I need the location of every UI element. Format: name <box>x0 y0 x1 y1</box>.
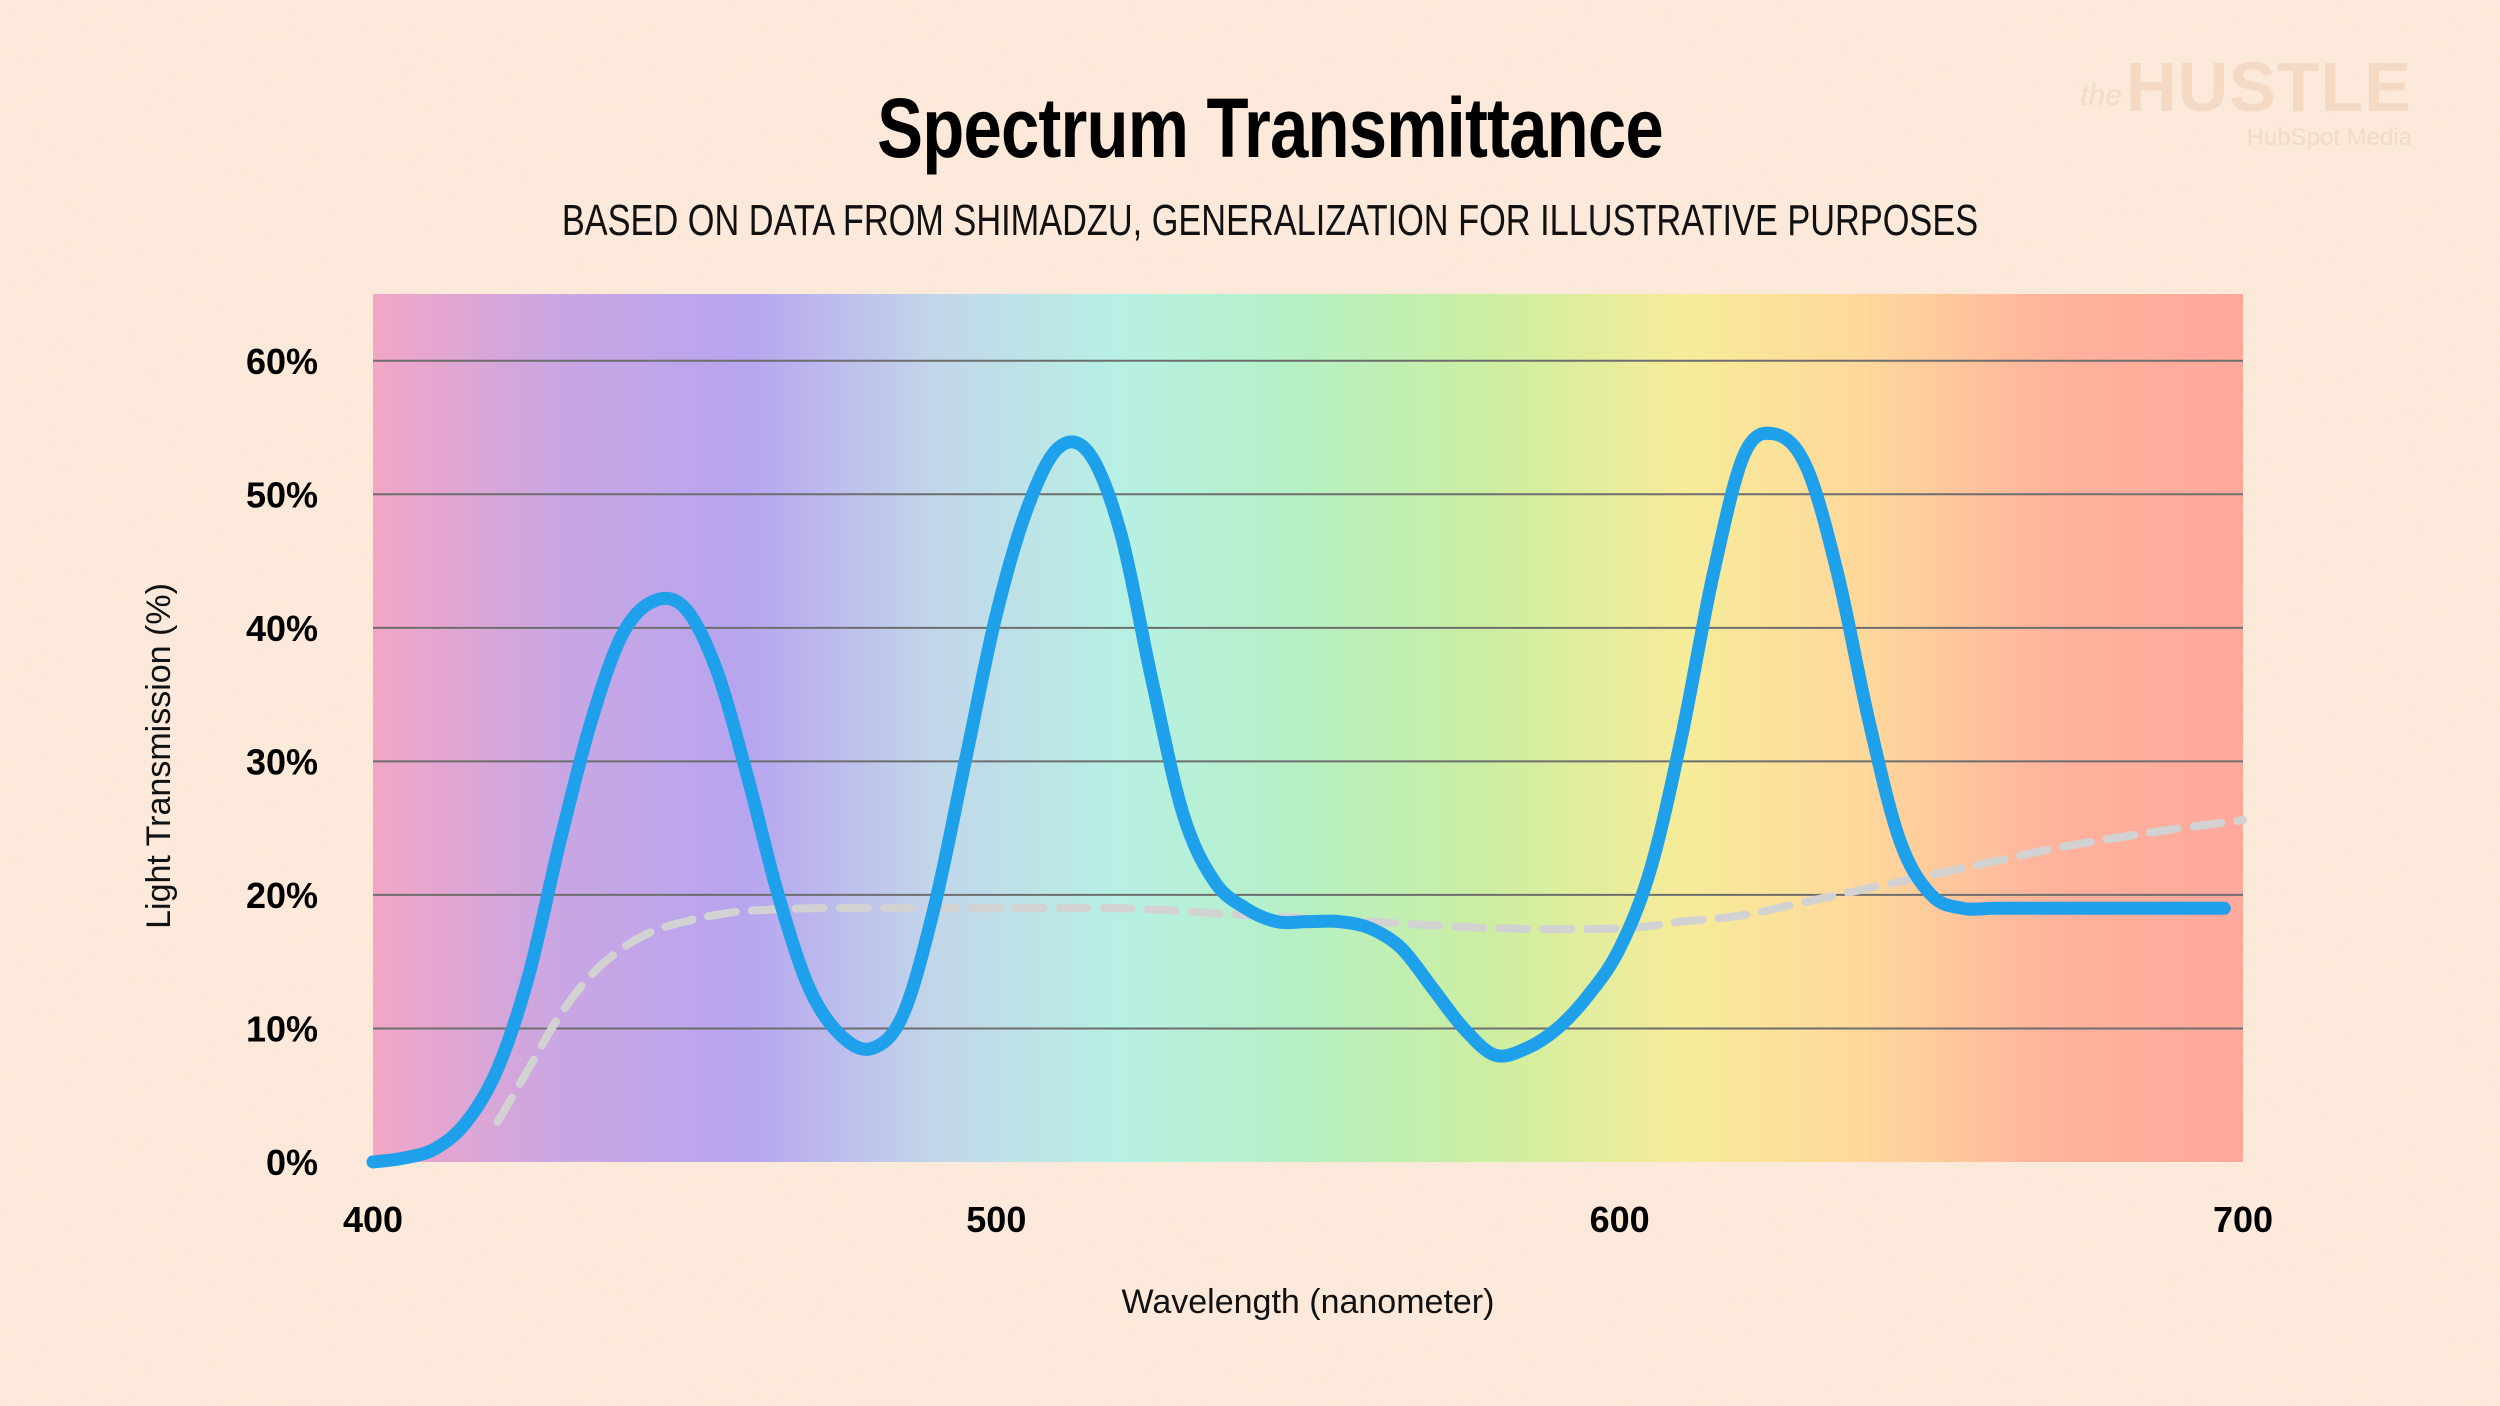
chart-subtitle: BASED ON DATA FROM SHIMADZU, GENERALIZAT… <box>561 196 1979 245</box>
y-axis-ticks: 0% 10% 20% 30% 40% 50% 60% <box>246 341 318 1183</box>
y-tick-label: 50% <box>246 474 318 515</box>
hustle-logo: theHUSTLE HubSpot Media <box>2080 52 2412 150</box>
x-tick-label: 500 <box>966 1199 1026 1240</box>
y-axis-title: Light Transmission (%) <box>140 583 178 929</box>
logo-name: HUSTLE <box>2126 48 2412 126</box>
logo-tagline: HubSpot Media <box>2246 124 2412 151</box>
x-tick-label: 700 <box>2213 1199 2273 1240</box>
x-tick-label: 600 <box>1590 1199 1650 1240</box>
series-layer <box>366 426 2247 1169</box>
y-tick-label: 40% <box>246 608 318 649</box>
spectrum-background <box>373 294 2243 1162</box>
y-tick-label: 30% <box>246 741 318 782</box>
x-tick-label: 400 <box>343 1199 403 1240</box>
solid-series-line <box>366 426 2231 1169</box>
y-tick-label: 20% <box>246 875 318 916</box>
y-tick-label: 0% <box>266 1142 318 1183</box>
y-tick-label: 10% <box>246 1008 318 1049</box>
x-axis-ticks: 400 500 600 700 <box>343 1199 2273 1240</box>
logo-the: the <box>2080 79 2122 112</box>
dashed-series-line <box>493 816 2247 1126</box>
chart-title: Spectrum Transmittance <box>877 81 1664 175</box>
x-axis-title: Wavelength (nanometer) <box>1122 1283 1495 1321</box>
y-tick-label: 60% <box>246 341 318 382</box>
gridlines <box>373 359 2243 1030</box>
